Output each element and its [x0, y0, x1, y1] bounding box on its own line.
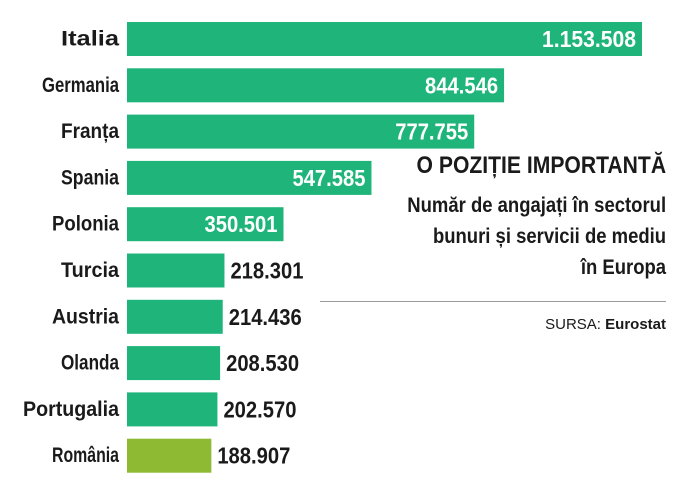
category-label-portugalia: Portugalia — [23, 398, 119, 421]
title-block: O POZIȚIE IMPORTANTĂ Număr de angajați î… — [372, 152, 666, 283]
chart-subtitle-line-1: Număr de angajați în sectorul — [407, 194, 666, 217]
value-label-germania: 844.546 — [425, 72, 498, 98]
category-label-austria: Austria — [52, 305, 119, 328]
category-label-turcia: Turcia — [61, 259, 119, 282]
value-label-spania: 547.585 — [292, 165, 365, 191]
category-label-germania: Germania — [42, 74, 119, 97]
chart-subtitle-line-3: în Europa — [580, 256, 666, 279]
category-label-romania: România — [52, 444, 119, 467]
bar-austria — [127, 299, 223, 334]
bar-spania — [127, 160, 372, 195]
value-label-franta: 777.755 — [395, 119, 468, 145]
value-label-olanda: 208.530 — [226, 350, 299, 376]
category-label-spania: Spania — [61, 166, 119, 189]
value-label-romania: 188.907 — [217, 443, 290, 469]
category-label-italia: Italia — [61, 28, 119, 51]
bar-romania — [127, 438, 212, 473]
value-label-italia: 1.153.508 — [542, 26, 636, 52]
source-label: SURSA: — [545, 316, 601, 333]
bar-germania — [127, 68, 505, 103]
bar-polonia — [127, 207, 284, 242]
value-label-polonia: 350.501 — [204, 211, 277, 237]
chart-title: O POZIȚIE IMPORTANTĂ — [416, 152, 666, 179]
source-value: Eurostat — [605, 316, 666, 333]
category-label-polonia: Polonia — [52, 213, 119, 236]
bar-italia — [127, 22, 642, 56]
divider-line — [320, 301, 666, 302]
category-label-olanda: Olanda — [61, 352, 119, 375]
bar-turcia — [127, 253, 225, 288]
bar-portugalia — [127, 392, 218, 427]
source-note: SURSA: Eurostat — [545, 316, 666, 333]
bar-franta — [127, 114, 475, 149]
bar-olanda — [127, 346, 221, 381]
category-label-franta: Franța — [61, 120, 119, 143]
value-label-turcia: 218.301 — [230, 258, 303, 284]
value-label-portugalia: 202.570 — [223, 396, 296, 422]
chart-subtitle-line-2: bunuri și servicii de mediu — [432, 225, 666, 248]
value-label-austria: 214.436 — [229, 304, 302, 330]
